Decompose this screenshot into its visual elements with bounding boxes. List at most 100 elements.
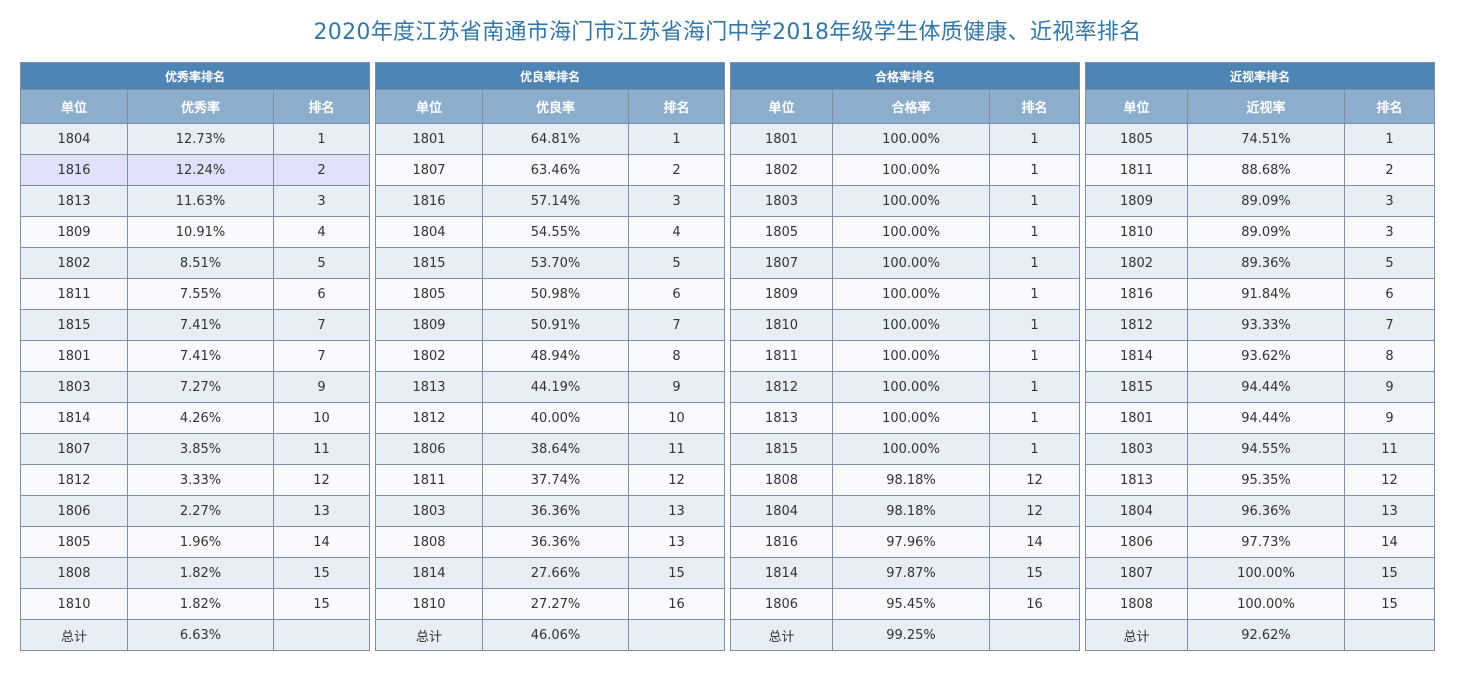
rate-cell: 94.44%	[1187, 402, 1345, 434]
unit-cell: 1803	[375, 495, 483, 527]
rate-cell: 98.18%	[832, 495, 990, 527]
unit-cell: 1813	[375, 371, 483, 403]
rank-cell: 6	[1343, 278, 1436, 310]
unit-cell: 1808	[1085, 588, 1188, 620]
total-label: 总计	[1085, 619, 1188, 651]
table-title: 合格率排名	[729, 62, 1081, 90]
rate-cell: 10.91%	[127, 216, 274, 248]
unit-cell: 1809	[1085, 185, 1188, 217]
unit-cell: 1806	[20, 495, 128, 527]
rate-cell: 44.19%	[482, 371, 629, 403]
table-row: 1808 100.00% 15	[1085, 588, 1436, 620]
rank-cell: 1	[988, 216, 1081, 248]
table-row: 1801 100.00% 1	[730, 123, 1081, 155]
unit-cell: 1816	[375, 185, 483, 217]
column-header: 排名	[627, 89, 726, 124]
rate-cell: 36.36%	[482, 495, 629, 527]
table-row: 1804 98.18% 12	[730, 495, 1081, 527]
unit-cell: 1804	[730, 495, 833, 527]
unit-cell: 1812	[730, 371, 833, 403]
rate-cell: 53.70%	[482, 247, 629, 279]
table-row: 1801 7.41% 7	[20, 340, 371, 372]
rate-cell: 1.82%	[127, 557, 274, 589]
unit-cell: 1811	[20, 278, 128, 310]
table-title: 优良率排名	[374, 62, 726, 90]
rank-cell: 11	[627, 433, 726, 465]
table-row: 1816 12.24% 2	[20, 154, 371, 186]
table-row: 1806 38.64% 11	[375, 433, 726, 465]
table-row: 1802 8.51% 5	[20, 247, 371, 279]
rank-cell: 15	[1343, 557, 1436, 589]
table-row: 1803 94.55% 11	[1085, 433, 1436, 465]
rank-cell: 9	[1343, 371, 1436, 403]
total-rate: 6.63%	[127, 619, 274, 651]
table-row: 1814 27.66% 15	[375, 557, 726, 589]
rank-cell: 11	[272, 433, 371, 465]
rate-cell: 98.18%	[832, 464, 990, 496]
unit-cell: 1811	[1085, 154, 1188, 186]
rate-cell: 27.66%	[482, 557, 629, 589]
table-row: 1804 12.73% 1	[20, 123, 371, 155]
table-row: 1811 7.55% 6	[20, 278, 371, 310]
rate-cell: 57.14%	[482, 185, 629, 217]
rate-cell: 97.96%	[832, 526, 990, 558]
table-row: 1810 100.00% 1	[730, 309, 1081, 341]
rate-cell: 1.82%	[127, 588, 274, 620]
unit-cell: 1802	[730, 154, 833, 186]
rank-cell: 7	[1343, 309, 1436, 341]
rank-cell: 7	[627, 309, 726, 341]
unit-cell: 1805	[20, 526, 128, 558]
rate-cell: 3.85%	[127, 433, 274, 465]
unit-cell: 1804	[1085, 495, 1188, 527]
rank-cell: 1	[988, 309, 1081, 341]
total-rate: 46.06%	[482, 619, 629, 651]
table-row: 1815 94.44% 9	[1085, 371, 1436, 403]
rate-cell: 100.00%	[832, 309, 990, 341]
rank-cell: 9	[272, 371, 371, 403]
rate-cell: 100.00%	[832, 340, 990, 372]
table-row: 1807 100.00% 15	[1085, 557, 1436, 589]
rank-cell: 1	[988, 371, 1081, 403]
page-title: 2020年度江苏省南通市海门市江苏省海门中学2018年级学生体质健康、近视率排名	[313, 20, 1142, 45]
table-row: 1810 1.82% 15	[20, 588, 371, 620]
table-row: 1812 40.00% 10	[375, 402, 726, 434]
table-row: 1801 64.81% 1	[375, 123, 726, 155]
table-row: 1808 36.36% 13	[375, 526, 726, 558]
rate-cell: 27.27%	[482, 588, 629, 620]
rate-cell: 95.45%	[832, 588, 990, 620]
unit-cell: 1805	[730, 216, 833, 248]
total-row: 总计 92.62%	[1085, 619, 1436, 651]
rate-cell: 93.33%	[1187, 309, 1345, 341]
table-row: 1815 53.70% 5	[375, 247, 726, 279]
unit-cell: 1812	[375, 402, 483, 434]
unit-cell: 1808	[375, 526, 483, 558]
unit-cell: 1816	[1085, 278, 1188, 310]
rate-cell: 1.96%	[127, 526, 274, 558]
rate-cell: 11.63%	[127, 185, 274, 217]
rank-cell: 6	[627, 278, 726, 310]
rate-cell: 74.51%	[1187, 123, 1345, 155]
rank-cell: 3	[272, 185, 371, 217]
table-row: 1811 37.74% 12	[375, 464, 726, 496]
total-rank	[1343, 619, 1436, 651]
rank-cell: 5	[1343, 247, 1436, 279]
unit-cell: 1814	[20, 402, 128, 434]
unit-cell: 1805	[1085, 123, 1188, 155]
table-row: 1812 93.33% 7	[1085, 309, 1436, 341]
rank-cell: 2	[627, 154, 726, 186]
rate-cell: 4.26%	[127, 402, 274, 434]
column-header: 单位	[730, 89, 833, 124]
total-label: 总计	[20, 619, 128, 651]
rank-cell: 11	[1343, 433, 1436, 465]
table-row: 1804 54.55% 4	[375, 216, 726, 248]
rank-cell: 8	[1343, 340, 1436, 372]
table-row: 1809 89.09% 3	[1085, 185, 1436, 217]
unit-cell: 1801	[1085, 402, 1188, 434]
unit-cell: 1801	[20, 340, 128, 372]
rate-cell: 50.98%	[482, 278, 629, 310]
table-row: 1805 100.00% 1	[730, 216, 1081, 248]
rate-cell: 63.46%	[482, 154, 629, 186]
unit-cell: 1804	[375, 216, 483, 248]
column-header: 合格率	[832, 89, 990, 124]
myopia-rate-table: 近视率排名 单位 近视率 排名 1805 74.51% 1 1811 88.68% 2 1809 89…	[1084, 62, 1436, 651]
